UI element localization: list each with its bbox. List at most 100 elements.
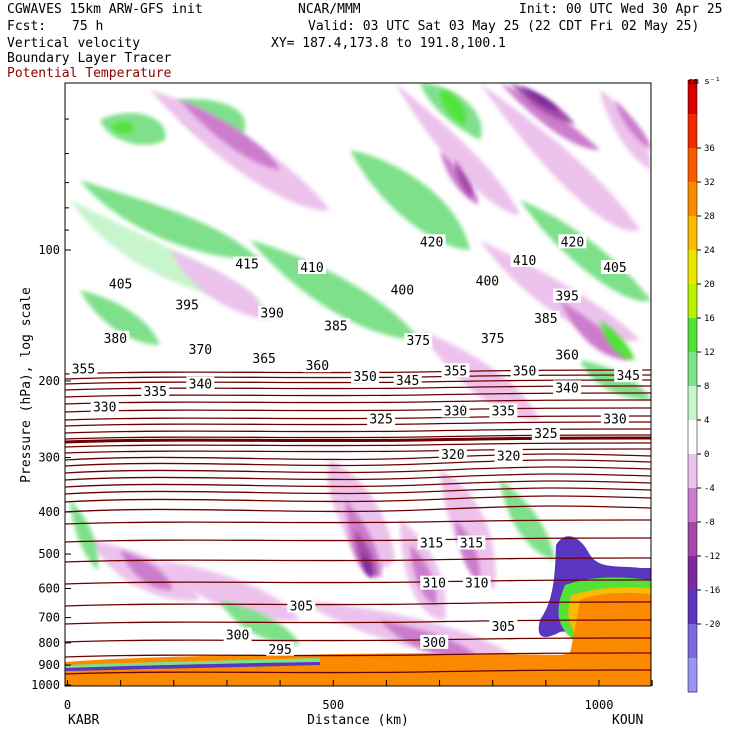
theta-contour bbox=[65, 459, 651, 467]
velocity-contour bbox=[70, 500, 99, 570]
forecast-hour: 75 h bbox=[72, 19, 104, 34]
y-tick-label: 100 bbox=[38, 243, 60, 257]
theta-label: 335 bbox=[143, 385, 166, 400]
colorbar-label: 8 bbox=[704, 382, 709, 392]
theta-contour bbox=[65, 505, 651, 513]
theta-contour bbox=[65, 487, 651, 495]
theta-label-bg bbox=[351, 369, 380, 384]
theta-label-bg bbox=[233, 256, 262, 271]
theta-label: 355 bbox=[72, 362, 95, 377]
theta-label: 365 bbox=[252, 352, 275, 367]
velocity-contour bbox=[615, 100, 651, 150]
tracer-plume bbox=[560, 592, 651, 686]
theta-label-bg bbox=[69, 361, 98, 376]
theta-contour bbox=[65, 399, 651, 405]
colorbar-segment bbox=[688, 148, 697, 183]
velocity-contour bbox=[170, 250, 270, 320]
theta-label-bg bbox=[531, 310, 560, 325]
colorbar-segment bbox=[688, 522, 697, 557]
colorbar-segment bbox=[688, 182, 697, 217]
theta-label: 375 bbox=[481, 332, 504, 347]
theta-label-bg bbox=[186, 376, 215, 391]
theta-contour bbox=[65, 421, 651, 427]
theta-label-bg bbox=[417, 535, 446, 550]
theta-label-bg bbox=[321, 318, 350, 333]
theta-contour bbox=[65, 453, 651, 461]
theta-label-bg bbox=[441, 363, 470, 378]
velocity-contour bbox=[80, 290, 160, 345]
theta-label: 305 bbox=[290, 600, 313, 615]
theta-label: 405 bbox=[603, 261, 626, 276]
tracer-edge bbox=[65, 658, 320, 668]
theta-label: 395 bbox=[555, 290, 578, 305]
theta-label-bg bbox=[473, 273, 502, 288]
theta-label: 330 bbox=[93, 400, 116, 415]
colorbar-segment bbox=[688, 352, 697, 387]
theta-contour bbox=[65, 637, 651, 643]
theta-contour bbox=[65, 495, 651, 503]
colorbar-label: 0 bbox=[704, 450, 709, 460]
velocity-contour bbox=[395, 83, 520, 215]
theta-label: 295 bbox=[268, 643, 291, 658]
theta-label: 340 bbox=[555, 381, 578, 396]
colorbar-label: 32 bbox=[704, 178, 715, 188]
velocity-contour bbox=[355, 530, 376, 576]
theta-label-bg bbox=[553, 288, 582, 303]
theta-label-bg bbox=[478, 330, 507, 345]
theta-contours: 415 410 420 410 420 405 395 390 385 400 400 385 395 4… bbox=[65, 234, 651, 675]
theta-contour bbox=[65, 448, 651, 454]
colorbar-segment bbox=[688, 216, 697, 251]
colorbar-segment bbox=[688, 386, 697, 421]
boundary-layer-tracer bbox=[65, 640, 651, 686]
theta-label-bg bbox=[489, 618, 518, 633]
theta-label: 315 bbox=[420, 537, 443, 552]
theta-label: 355 bbox=[444, 364, 467, 379]
theta-label-bg bbox=[438, 447, 467, 462]
theta-contour bbox=[65, 473, 651, 481]
colorbar-unit: cm s⁻¹ bbox=[688, 77, 721, 87]
x-tick-label: 1000 bbox=[585, 698, 614, 712]
theta-label-bg bbox=[558, 234, 587, 249]
theta-label: 325 bbox=[534, 427, 557, 442]
theta-contour bbox=[65, 407, 651, 413]
x-axis-label: Distance (km) bbox=[307, 713, 409, 728]
velocity-contour bbox=[520, 86, 560, 112]
colorbar-segment bbox=[688, 80, 697, 115]
theta-label-bg bbox=[101, 330, 130, 345]
velocity-contour bbox=[440, 470, 496, 590]
theta-contour bbox=[65, 669, 651, 675]
colorbar-label: 16 bbox=[704, 314, 715, 324]
velocity-contour bbox=[600, 90, 651, 170]
theta-label: 330 bbox=[444, 404, 467, 419]
y-axis-label: Pressure (hPa), log scale bbox=[19, 287, 34, 483]
velocity-contour bbox=[350, 150, 470, 250]
theta-contour bbox=[65, 436, 651, 444]
theta-label: 420 bbox=[420, 235, 443, 250]
theta-contour bbox=[65, 557, 651, 563]
theta-contour bbox=[65, 434, 651, 440]
theta-label: 370 bbox=[189, 343, 212, 358]
colorbar-label: -16 bbox=[704, 586, 720, 596]
velocity-contour bbox=[480, 83, 640, 231]
theta-label-bg bbox=[441, 403, 470, 418]
theta-label: 400 bbox=[476, 274, 499, 289]
colorbar-label: 12 bbox=[704, 348, 715, 358]
y-tick-label: 400 bbox=[38, 505, 60, 519]
theta-label: 350 bbox=[513, 364, 536, 379]
velocity-contour bbox=[180, 100, 280, 170]
theta-label: 405 bbox=[109, 277, 132, 292]
velocity-contour bbox=[500, 83, 600, 150]
theta-label-bg bbox=[417, 234, 446, 249]
colorbar-label: 36 bbox=[704, 144, 715, 154]
theta-label: 345 bbox=[396, 374, 419, 389]
theta-label: 410 bbox=[300, 261, 323, 276]
theta-label-bg bbox=[388, 282, 417, 297]
theta-label: 340 bbox=[189, 378, 212, 393]
theta-label: 375 bbox=[407, 334, 430, 349]
theta-label: 350 bbox=[353, 370, 376, 385]
velocity-contour bbox=[362, 552, 373, 578]
theta-contour bbox=[65, 519, 651, 525]
velocity-contour bbox=[420, 330, 540, 420]
velocity-contour bbox=[160, 560, 300, 621]
y-tick-label: 700 bbox=[38, 611, 60, 625]
